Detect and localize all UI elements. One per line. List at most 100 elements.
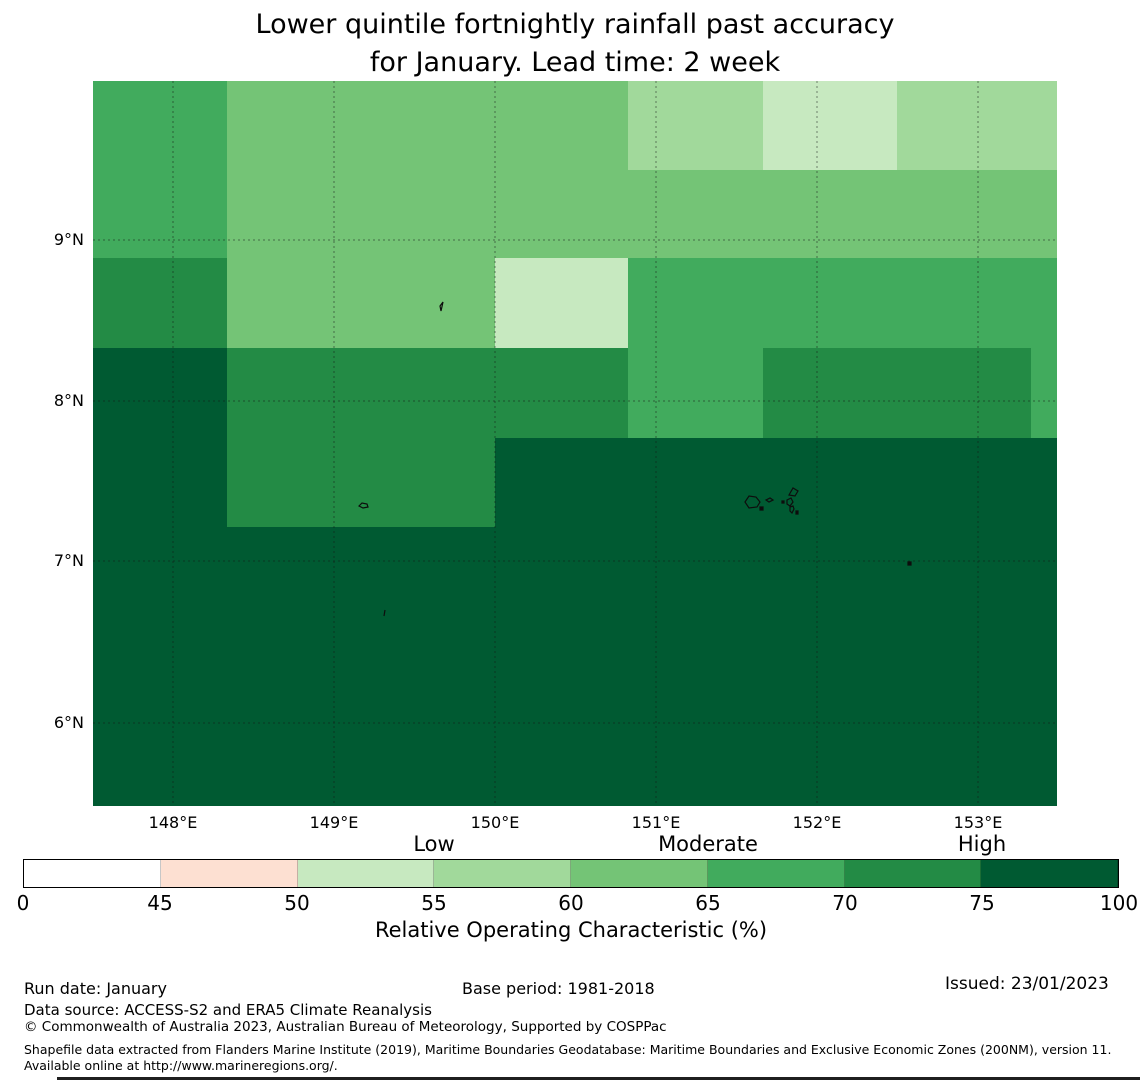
map-overlay	[93, 81, 1057, 806]
longitude-tick-label: 149°E	[309, 813, 359, 832]
map-cell	[495, 348, 628, 438]
map-cell	[93, 258, 227, 348]
map-cell	[495, 258, 628, 348]
map-cell	[1031, 438, 1057, 527]
colorbar-band-label: Moderate	[658, 832, 758, 856]
map-cell	[897, 527, 1031, 806]
map-cell	[763, 438, 897, 527]
map-cell	[1031, 348, 1057, 438]
colorbar-segment	[434, 860, 571, 887]
map-cell	[763, 170, 897, 258]
colorbar-segment	[160, 860, 298, 887]
map-cell	[362, 348, 495, 438]
island-outline	[383, 609, 386, 617]
colorbar-segment	[571, 860, 708, 887]
map-cell	[227, 527, 362, 806]
colorbar-tick-label: 75	[969, 891, 995, 915]
colorbar-band-label: High	[957, 832, 1007, 856]
colorbar-segment	[981, 860, 1118, 887]
latitude-tick-label: 9°N	[53, 230, 84, 249]
island-outline	[795, 510, 799, 515]
chart-title-line2: for January. Lead time: 2 week	[369, 47, 781, 78]
colorbar	[23, 859, 1119, 888]
map-cell	[227, 81, 362, 170]
colorbar-segment	[844, 860, 982, 887]
map-cell	[362, 170, 495, 258]
map-cell	[93, 81, 227, 170]
longitude-tick-label: 153°E	[953, 813, 1003, 832]
colorbar-axis-label: Relative Operating Characteristic (%)	[374, 918, 768, 942]
island-outline	[764, 497, 775, 503]
map-cell	[227, 258, 362, 348]
map-cell	[628, 258, 763, 348]
colorbar-tick-label: 60	[558, 891, 584, 915]
map-cell	[1031, 81, 1057, 170]
map-cell	[897, 348, 1031, 438]
map-cell	[1031, 170, 1057, 258]
map-cell	[93, 348, 227, 438]
map-cell	[763, 81, 897, 170]
map-cell	[93, 170, 227, 258]
island-outline	[789, 505, 795, 515]
island-outline	[439, 301, 444, 312]
chart-title-line1: Lower quintile fortnightly rainfall past…	[255, 9, 895, 40]
latitude-tick-label: 7°N	[53, 551, 84, 570]
map-cell	[93, 527, 227, 806]
colorbar-tick-label: 100	[1099, 891, 1139, 915]
map-cell	[897, 258, 1031, 348]
colorbar-tick-label: 45	[147, 891, 173, 915]
map-cell	[628, 348, 763, 438]
map-cell	[897, 438, 1031, 527]
copyright-text: © Commonwealth of Australia 2023, Austra…	[24, 1019, 667, 1035]
map-cell	[495, 438, 628, 527]
colorbar-tick-label: 70	[832, 891, 858, 915]
map-cell	[628, 438, 763, 527]
longitude-tick-label: 148°E	[148, 813, 198, 832]
longitude-tick-label: 151°E	[631, 813, 681, 832]
map-cell	[495, 81, 628, 170]
issued-date-text: Issued: 23/01/2023	[945, 974, 1109, 994]
map-cell	[495, 170, 628, 258]
island-outline	[781, 500, 785, 504]
map-cell	[1031, 258, 1057, 348]
shapefile-note-text: Shapefile data extracted from Flanders M…	[24, 1042, 1112, 1073]
island-outline	[759, 506, 764, 511]
map-cell	[628, 527, 763, 806]
map-cell	[362, 527, 495, 806]
map-cell	[227, 438, 362, 527]
map-cell	[1031, 527, 1057, 806]
map-cell	[227, 348, 362, 438]
island-outline	[786, 497, 794, 507]
island-outline	[744, 495, 761, 509]
map-cell	[362, 258, 495, 348]
map-cell	[763, 527, 897, 806]
island-outline	[357, 502, 369, 509]
run-date-text: Run date: January	[24, 979, 167, 998]
map-panel	[93, 81, 1057, 806]
colorbar-band-label: Low	[413, 832, 455, 856]
map-cell	[763, 258, 897, 348]
colorbar-segment	[297, 860, 435, 887]
map-cell	[495, 527, 628, 806]
longitude-tick-label: 152°E	[792, 813, 842, 832]
colorbar-tick-label: 65	[695, 891, 721, 915]
longitude-tick-label: 150°E	[470, 813, 520, 832]
map-cell	[628, 81, 763, 170]
colorbar-tick-label: 55	[421, 891, 447, 915]
map-cell	[362, 438, 495, 527]
map-cell	[897, 170, 1031, 258]
map-cell	[227, 170, 362, 258]
map-cell	[362, 81, 495, 170]
island-outline	[788, 487, 799, 497]
window-edge-line	[57, 1077, 1140, 1080]
map-cell	[897, 81, 1031, 170]
island-outline	[907, 561, 912, 566]
colorbar-segment	[707, 860, 845, 887]
base-period-text: Base period: 1981-2018	[462, 979, 655, 998]
map-cell	[93, 438, 227, 527]
map-cell	[763, 348, 897, 438]
latitude-tick-label: 8°N	[53, 391, 84, 410]
latitude-tick-label: 6°N	[53, 713, 84, 732]
colorbar-segment	[24, 860, 161, 887]
